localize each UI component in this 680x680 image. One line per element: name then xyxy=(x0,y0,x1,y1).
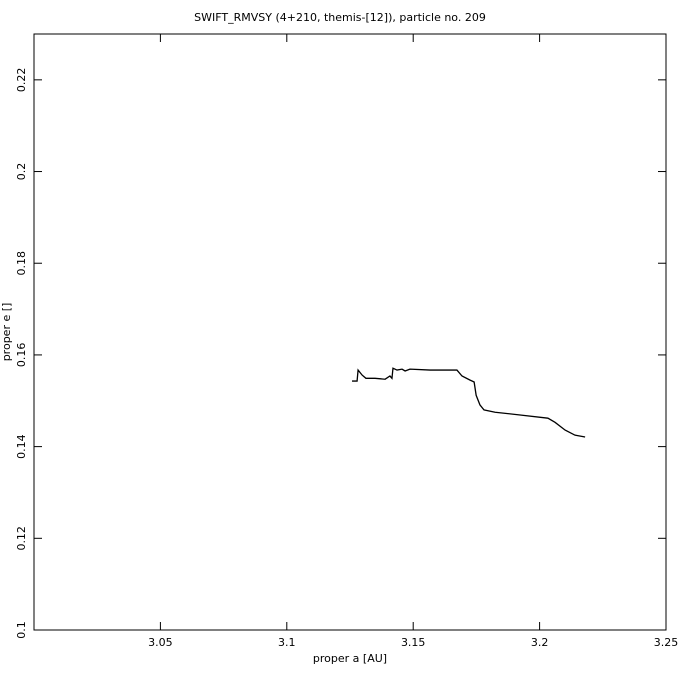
x-axis-label: proper a [AU] xyxy=(313,652,387,665)
x-tick-label: 3.05 xyxy=(148,636,173,649)
chart-title: SWIFT_RMVSY (4+210, themis-[12]), partic… xyxy=(194,11,486,24)
y-tick-label: 0.22 xyxy=(15,68,28,93)
x-tick-label: 3.2 xyxy=(531,636,549,649)
y-tick-label: 0.16 xyxy=(15,343,28,368)
x-tick-label: 3.15 xyxy=(401,636,426,649)
y-tick-label: 0.1 xyxy=(15,621,28,639)
data-line xyxy=(352,367,586,438)
y-tick-label: 0.12 xyxy=(15,526,28,551)
x-tick-label: 3.1 xyxy=(278,636,296,649)
y-tick-label: 0.18 xyxy=(15,251,28,276)
y-axis-label: proper e [] xyxy=(0,303,13,362)
y-tick-label: 0.14 xyxy=(15,434,28,459)
plot-frame xyxy=(33,33,667,631)
y-tick-label: 0.2 xyxy=(15,163,28,181)
x-tick-label: 3.25 xyxy=(654,636,679,649)
